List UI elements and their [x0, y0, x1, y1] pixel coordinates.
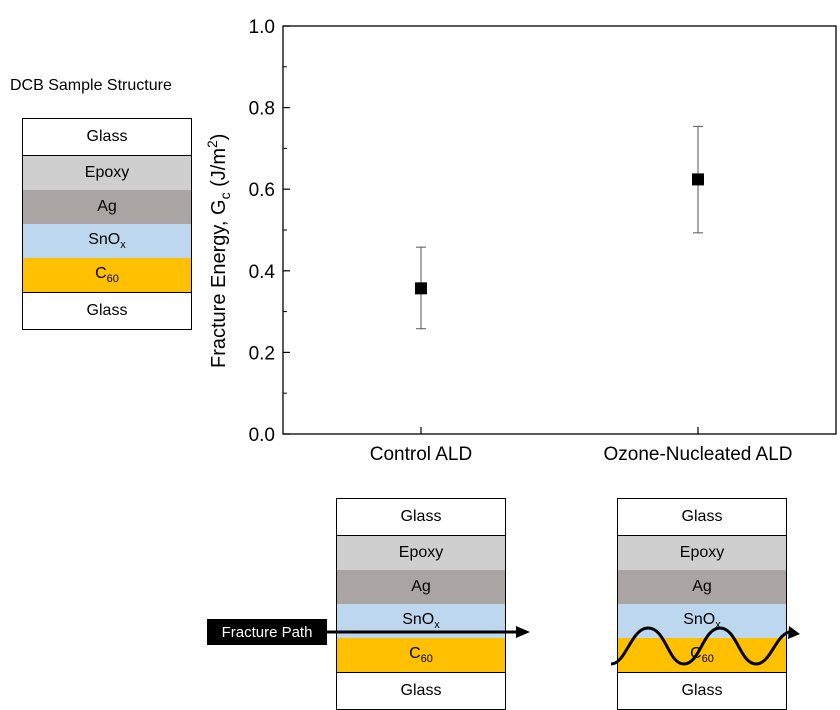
ozone-layer-label: SnOx [683, 611, 721, 631]
ozone-layer-subscript: x [715, 619, 721, 631]
fracture-path-label: Fracture Path [207, 619, 327, 645]
control-layer-label: C60 [409, 645, 433, 665]
fracture-arrowhead [516, 626, 530, 638]
y-tick-label: 0.2 [249, 343, 275, 364]
main-layer-epoxy: Epoxy [22, 156, 192, 190]
ozone-layer-label: Glass [681, 682, 723, 699]
plot-frame [282, 25, 837, 435]
ozone-layer-epoxy: Epoxy [617, 536, 787, 570]
control-layer-epoxy: Epoxy [336, 536, 506, 570]
control-layer-subscript: x [434, 619, 440, 631]
main-layer-label: C60 [95, 265, 119, 285]
control-layer-label: Ag [411, 578, 431, 595]
main-layer-sno: SnOx [22, 224, 192, 258]
control-layer-label: Glass [400, 682, 442, 699]
main-layer-subscript: 60 [106, 273, 119, 285]
ozone-layer-c: C60 [617, 638, 787, 672]
control-layer-subscript: 60 [420, 653, 433, 665]
main-layer-c: C60 [22, 258, 192, 292]
ozone-layer-ag: Ag [617, 570, 787, 604]
control-layer-label: SnOx [402, 611, 440, 631]
x-tick-label: Control ALD [370, 444, 472, 465]
control-layer-sno: SnOx [336, 604, 506, 638]
control-layer-glass: Glass [336, 672, 506, 710]
ozone-layer-glass: Glass [617, 672, 787, 710]
control-layer-label: Glass [400, 508, 442, 525]
main-layer-label: Ag [97, 198, 117, 215]
y-axis-label: Fracture Energy, Gc (J/m2) [204, 134, 233, 368]
ozone-layer-glass: Glass [617, 498, 787, 536]
ozone-layer-label: Ag [692, 578, 712, 595]
wavy-fracture-arrowhead [788, 626, 800, 639]
ozone-layer-label: C60 [690, 645, 714, 665]
main-layer-label: Epoxy [84, 164, 130, 181]
ozone-layer-subscript: 60 [701, 653, 714, 665]
main-layer-ag: Ag [22, 190, 192, 224]
ozone-layer-label: Glass [681, 508, 723, 525]
main-layer-subscript: x [120, 239, 126, 251]
fracture-energy-chart: 0.0 0.2 0.4 0.6 0.8 1.0 Fracture Energy, Gc (J… [204, 17, 837, 465]
control-layer-label: Epoxy [398, 544, 444, 561]
y-tick-label: 0.4 [249, 262, 276, 283]
control-layer-glass: Glass [336, 498, 506, 536]
data-point [415, 282, 427, 295]
y-tick-label: 0.0 [249, 425, 275, 446]
control-ald-stack: Glass Epoxy Ag SnOx C60 Glass [336, 498, 506, 710]
data-point [692, 173, 704, 186]
sample-structure-stack: Glass Epoxy Ag SnOx C60 Glass [22, 118, 192, 330]
main-layer-label: Glass [86, 128, 128, 145]
main-layer-glass: Glass [22, 118, 192, 156]
main-layer-glass: Glass [22, 292, 192, 330]
ozone-ald-stack: Glass Epoxy Ag SnOx C60 Glass [617, 498, 787, 710]
control-layer-ag: Ag [336, 570, 506, 604]
x-tick-label: Ozone-Nucleated ALD [603, 444, 792, 465]
control-layer-c: C60 [336, 638, 506, 672]
structure-title: DCB Sample Structure [10, 77, 172, 94]
y-tick-label: 1.0 [249, 17, 275, 38]
ozone-layer-label: Epoxy [679, 544, 725, 561]
ozone-layer-sno: SnOx [617, 604, 787, 638]
main-layer-label: SnOx [88, 231, 126, 251]
main-layer-label: Glass [86, 302, 128, 319]
y-tick-label: 0.8 [249, 99, 275, 120]
y-tick-label: 0.6 [249, 180, 275, 201]
